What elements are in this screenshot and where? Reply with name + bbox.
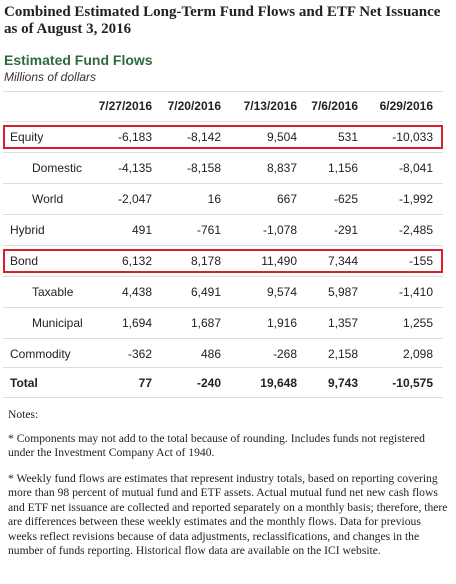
cell-value: -2,485 bbox=[398, 223, 433, 237]
cell-value: 1,255 bbox=[402, 316, 433, 330]
cell-value: 486 bbox=[200, 347, 221, 361]
cell-value: 1,687 bbox=[190, 316, 221, 330]
section-title: Estimated Fund Flows bbox=[4, 52, 153, 68]
cell-value: -268 bbox=[272, 347, 297, 361]
cell-value: 9,743 bbox=[327, 376, 358, 390]
title: Combined Estimated Long-Term Fund Flows … bbox=[4, 4, 441, 37]
cell-value: -291 bbox=[333, 223, 358, 237]
cell-value: -8,142 bbox=[186, 130, 221, 144]
cell-value: -6,183 bbox=[117, 130, 152, 144]
cell-value: -625 bbox=[333, 192, 358, 206]
cell-value: 19,648 bbox=[260, 376, 297, 390]
cell-value: 531 bbox=[337, 130, 358, 144]
column-header: 7/20/2016 bbox=[167, 99, 221, 113]
cell-value: 4,438 bbox=[121, 285, 152, 299]
cell-value: 9,504 bbox=[266, 130, 297, 144]
row-separator bbox=[3, 91, 443, 92]
highlight-box bbox=[3, 125, 443, 149]
cell-value: 1,357 bbox=[327, 316, 358, 330]
cell-value: -2,047 bbox=[117, 192, 152, 206]
cell-value: 16 bbox=[207, 192, 221, 206]
cell-value: -155 bbox=[408, 254, 433, 268]
row-separator bbox=[3, 245, 443, 246]
row-separator bbox=[3, 338, 443, 339]
row-separator bbox=[3, 152, 443, 153]
row-label: World bbox=[32, 192, 64, 206]
column-header: 7/27/2016 bbox=[98, 99, 152, 113]
cell-value: 6,491 bbox=[190, 285, 221, 299]
cell-value: 1,694 bbox=[121, 316, 152, 330]
row-separator bbox=[3, 183, 443, 184]
cell-value: 6,132 bbox=[121, 254, 152, 268]
row-label: Commodity bbox=[10, 347, 71, 361]
cell-value: 1,156 bbox=[327, 161, 358, 175]
notes-heading: Notes: bbox=[8, 408, 39, 421]
cell-value: -4,135 bbox=[117, 161, 152, 175]
cell-value: 491 bbox=[131, 223, 152, 237]
row-label: Total bbox=[10, 376, 38, 390]
cell-value: 7,344 bbox=[327, 254, 358, 268]
cell-value: 1,916 bbox=[266, 316, 297, 330]
cell-value: -761 bbox=[196, 223, 221, 237]
cell-value: 2,098 bbox=[402, 347, 433, 361]
cell-value: -1,992 bbox=[398, 192, 433, 206]
cell-value: -1,410 bbox=[398, 285, 433, 299]
column-header: 6/29/2016 bbox=[379, 99, 433, 113]
row-separator bbox=[3, 307, 443, 308]
cell-value: 5,987 bbox=[327, 285, 358, 299]
row-separator bbox=[3, 121, 443, 122]
cell-value: -1,078 bbox=[262, 223, 297, 237]
cell-value: 77 bbox=[138, 376, 152, 390]
column-header: 7/13/2016 bbox=[243, 99, 297, 113]
cell-value: 667 bbox=[276, 192, 297, 206]
row-label: Municipal bbox=[32, 316, 83, 330]
units: Millions of dollars bbox=[4, 70, 97, 84]
cell-value: 2,158 bbox=[327, 347, 358, 361]
row-label: Bond bbox=[10, 254, 39, 268]
cell-value: -8,041 bbox=[398, 161, 433, 175]
note: * Components may not add to the total be… bbox=[8, 432, 425, 460]
cell-value: 11,490 bbox=[261, 254, 297, 268]
row-label: Equity bbox=[10, 130, 44, 144]
row-separator bbox=[3, 276, 443, 277]
highlight-box bbox=[3, 249, 443, 273]
row-separator bbox=[3, 397, 443, 398]
column-header: 7/6/2016 bbox=[311, 99, 358, 113]
cell-value: -10,575 bbox=[392, 376, 433, 390]
note: * Weekly fund flows are estimates that r… bbox=[8, 472, 448, 558]
cell-value: -362 bbox=[127, 347, 152, 361]
row-label: Taxable bbox=[32, 285, 74, 299]
cell-value: -8,158 bbox=[186, 161, 221, 175]
cell-value: 9,574 bbox=[266, 285, 297, 299]
cell-value: -240 bbox=[196, 376, 221, 390]
row-label: Hybrid bbox=[10, 223, 45, 237]
cell-value: 8,178 bbox=[190, 254, 221, 268]
row-separator bbox=[3, 367, 443, 368]
row-label: Domestic bbox=[32, 161, 83, 175]
cell-value: -10,033 bbox=[392, 130, 433, 144]
cell-value: 8,837 bbox=[266, 161, 297, 175]
row-separator bbox=[3, 214, 443, 215]
